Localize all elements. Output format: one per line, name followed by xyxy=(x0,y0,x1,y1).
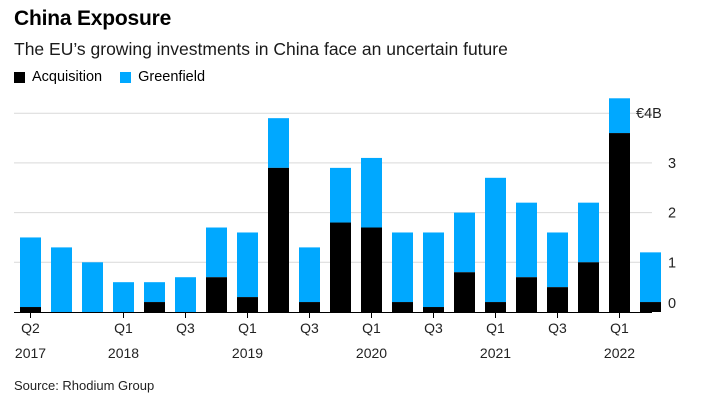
x-tick-label: Q1 xyxy=(610,320,629,336)
bar-greenfield xyxy=(640,252,661,303)
bar-greenfield xyxy=(113,282,134,312)
chart-title: China Exposure xyxy=(14,7,172,30)
bar-acquisition xyxy=(361,227,382,312)
bar-acquisition xyxy=(454,272,475,312)
bar-greenfield xyxy=(547,232,568,288)
bar-acquisition xyxy=(144,302,165,312)
legend-item-acquisition: Acquisition xyxy=(14,69,102,85)
bar-acquisition xyxy=(20,307,41,312)
bar-greenfield xyxy=(330,167,351,223)
bar-acquisition xyxy=(206,277,227,312)
bar-acquisition xyxy=(485,302,506,312)
y-tick-label: 1 xyxy=(668,255,676,271)
source-note: Source: Rhodium Group xyxy=(14,378,155,393)
bar-acquisition xyxy=(609,133,630,312)
bar-acquisition xyxy=(578,262,599,312)
legend-item-greenfield: Greenfield xyxy=(120,69,205,85)
bar-acquisition xyxy=(330,222,351,312)
bar-acquisition xyxy=(640,302,661,312)
bar-greenfield xyxy=(454,212,475,273)
bar-acquisition xyxy=(299,302,320,312)
x-tick-label: Q1 xyxy=(362,320,381,336)
bar-greenfield xyxy=(51,247,72,312)
chart-subtitle: The EU’s growing investments in China fa… xyxy=(14,39,508,59)
bar-acquisition xyxy=(392,302,413,312)
bar-greenfield xyxy=(392,232,413,303)
bar-greenfield xyxy=(423,232,444,308)
bar-greenfield xyxy=(361,157,382,228)
bar-greenfield xyxy=(206,227,227,278)
bar-greenfield xyxy=(144,282,165,303)
legend-swatch-acquisition xyxy=(14,71,25,83)
bar-greenfield xyxy=(299,247,320,303)
y-tick-label: 3 xyxy=(668,156,676,172)
x-tick-year-label: 2017 xyxy=(15,345,46,361)
bar-greenfield xyxy=(516,202,537,278)
bar-acquisition xyxy=(516,277,537,312)
bar-greenfield xyxy=(485,177,506,303)
legend: Acquisition Greenfield xyxy=(14,69,223,85)
y-tick-label: 0 xyxy=(668,296,676,312)
bar-greenfield xyxy=(578,202,599,263)
x-tick-year-label: 2021 xyxy=(480,345,511,361)
x-tick-label: Q3 xyxy=(300,320,319,336)
bar-greenfield xyxy=(237,232,258,298)
bar-greenfield xyxy=(20,237,41,308)
legend-label-acquisition: Acquisition xyxy=(32,69,103,85)
x-tick-year-label: 2019 xyxy=(232,345,263,361)
x-tick-label: Q1 xyxy=(238,320,257,336)
x-tick-label: Q1 xyxy=(486,320,505,336)
bar-acquisition xyxy=(268,167,289,312)
bar-greenfield xyxy=(175,277,196,312)
y-tick-label: €4B xyxy=(636,106,662,122)
bar-greenfield xyxy=(268,118,289,168)
x-tick-year-label: 2018 xyxy=(108,345,139,361)
bar-greenfield xyxy=(609,98,630,134)
bar-greenfield xyxy=(82,262,103,312)
x-tick-year-label: 2022 xyxy=(604,345,635,361)
x-tick-label: Q3 xyxy=(548,320,567,336)
legend-label-greenfield: Greenfield xyxy=(138,69,206,85)
y-tick-label: 2 xyxy=(668,206,676,222)
x-tick-label: Q1 xyxy=(114,320,133,336)
legend-swatch-greenfield xyxy=(120,71,132,83)
x-tick-label: Q2 xyxy=(21,320,40,336)
bar-acquisition xyxy=(423,307,444,312)
bar-acquisition xyxy=(237,297,258,312)
x-tick-label: Q3 xyxy=(424,320,443,336)
x-tick-year-label: 2020 xyxy=(356,345,387,361)
x-tick-label: Q3 xyxy=(176,320,195,336)
bar-acquisition xyxy=(547,287,568,312)
